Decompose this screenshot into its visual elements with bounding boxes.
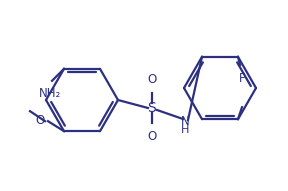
Text: S: S [148,101,156,115]
Text: H: H [181,125,189,135]
Text: O: O [147,73,157,86]
Text: O: O [36,114,45,127]
Text: N: N [181,114,190,128]
Text: NH₂: NH₂ [39,87,61,100]
Text: F: F [239,72,245,85]
Text: O: O [147,130,157,143]
